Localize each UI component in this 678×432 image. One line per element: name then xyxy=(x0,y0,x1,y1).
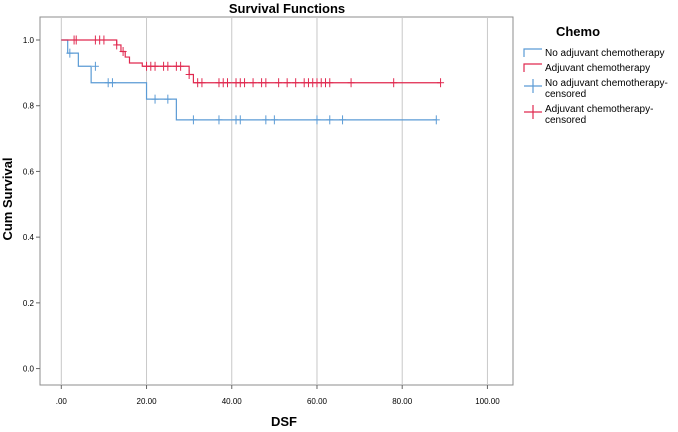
censor-mark xyxy=(275,78,283,88)
legend-label: Adjuvant chemotherapy xyxy=(545,63,650,74)
x-tick-label: .00 xyxy=(56,397,68,406)
y-tick-label: 0.2 xyxy=(23,299,35,308)
legend-swatch-line xyxy=(523,48,542,57)
censor-mark xyxy=(66,48,74,58)
censor-mark xyxy=(432,115,440,125)
censor-mark xyxy=(236,115,244,125)
censor-mark xyxy=(72,35,80,45)
legend-label: No adjuvant chemotherapy- xyxy=(545,78,668,89)
censor-mark xyxy=(113,40,121,50)
legend-entry: Adjuvant chemotherapy xyxy=(523,63,650,74)
censor-mark xyxy=(262,78,270,88)
censor-mark xyxy=(347,78,355,88)
censor-mark xyxy=(262,115,270,125)
plot-background xyxy=(39,16,514,386)
legend-label: censored xyxy=(545,115,586,126)
chart-title: Survival Functions xyxy=(229,1,345,16)
legend-label: censored xyxy=(545,89,586,100)
censor-mark xyxy=(283,78,291,88)
legend-entry: Adjuvant chemotherapy-censored xyxy=(524,104,653,126)
censor-mark xyxy=(164,94,172,104)
censor-mark xyxy=(108,78,116,88)
censor-mark xyxy=(164,61,172,71)
censor-mark xyxy=(270,115,278,125)
x-tick-label: 100.00 xyxy=(475,397,500,406)
legend-entry: No adjuvant chemotherapy-censored xyxy=(524,78,668,100)
x-tick-label: 60.00 xyxy=(307,397,328,406)
y-tick-label: 0.4 xyxy=(23,233,35,242)
censor-mark xyxy=(91,61,99,71)
censor-mark xyxy=(177,61,185,71)
censor-mark xyxy=(326,115,334,125)
y-axis-ticks: 0.0 0.2 0.4 0.6 0.8 1.0 xyxy=(23,36,40,374)
x-tick-label: 20.00 xyxy=(137,397,158,406)
censor-mark xyxy=(249,78,257,88)
legend-label: Adjuvant chemotherapy- xyxy=(545,104,653,115)
censor-mark xyxy=(292,78,300,88)
censor-mark xyxy=(151,61,159,71)
legend-swatch-line xyxy=(523,63,542,72)
censor-marks xyxy=(66,35,445,125)
y-tick-label: 0.8 xyxy=(23,102,35,111)
censor-mark xyxy=(437,78,445,88)
censor-mark xyxy=(215,115,223,125)
legend-title: Chemo xyxy=(556,24,600,39)
censor-mark xyxy=(326,78,334,88)
legend: Chemo No adjuvant chemotherapy Adjuvant c… xyxy=(523,24,668,126)
y-axis-title: Cum Survival xyxy=(0,157,15,240)
survival-curve-no-adjuvant xyxy=(61,39,437,121)
y-tick-label: 0.0 xyxy=(23,365,35,374)
censor-mark xyxy=(223,78,231,88)
legend-label: No adjuvant chemotherapy xyxy=(545,48,665,59)
plot-area xyxy=(39,16,514,386)
x-tick-label: 40.00 xyxy=(222,397,243,406)
x-axis-ticks: .00 20.00 40.00 60.00 80.00 100.00 xyxy=(56,385,500,406)
legend-entry: No adjuvant chemotherapy xyxy=(523,48,665,59)
censor-mark xyxy=(241,78,249,88)
censor-mark xyxy=(390,78,398,88)
y-tick-label: 0.6 xyxy=(23,167,35,176)
censor-mark xyxy=(100,35,108,45)
censor-mark xyxy=(189,115,197,125)
censor-mark xyxy=(119,47,127,56)
censor-mark xyxy=(185,70,193,79)
x-axis-title: DSF xyxy=(271,414,297,429)
censor-mark xyxy=(151,94,159,104)
x-tick-label: 80.00 xyxy=(392,397,413,406)
censor-mark xyxy=(313,115,321,125)
y-tick-label: 1.0 xyxy=(23,36,35,45)
censor-mark xyxy=(339,115,347,125)
censor-mark xyxy=(198,78,206,88)
